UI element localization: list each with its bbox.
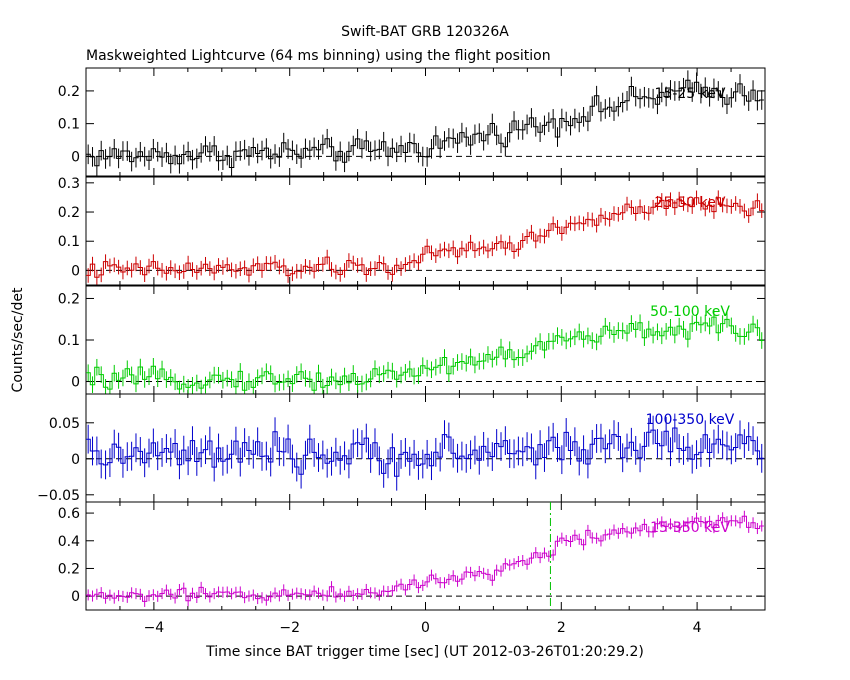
series-line [86, 515, 764, 602]
y-tick-label: 0.3 [58, 176, 80, 192]
panels-group: 0 0.1 0.2 15-25 keV 0 0.1 0.2 0.3 25-50 keV 0 0.1 0… [37, 67, 766, 636]
x-tick-label: 4 [693, 620, 702, 636]
y-tick-label: 0.2 [58, 205, 80, 221]
y-tick-label: 0.1 [58, 333, 80, 349]
panel-frame [85, 285, 766, 395]
y-tick-label: 0 [71, 149, 80, 165]
x-tick-label: 0 [421, 620, 430, 636]
y-tick-label: 0.6 [58, 506, 80, 522]
x-tick-label: 2 [557, 620, 566, 636]
y-tick-label: 0.1 [58, 234, 80, 250]
y-tick-label: 0 [71, 375, 80, 391]
y-tick-label: 0 [71, 263, 80, 279]
series-line [86, 427, 764, 477]
y-tick-label: 0.2 [58, 291, 80, 307]
band-label: 25-50 keV [655, 195, 726, 211]
x-tick-label: −4 [144, 620, 165, 636]
y-tick-label: 0.2 [58, 84, 80, 100]
y-tick-label: 0.1 [58, 117, 80, 133]
series-line [86, 316, 764, 391]
chart-subtitle: Maskweighted Lightcurve (64 ms binning) … [86, 48, 551, 64]
band-label: 15-25 keV [655, 86, 726, 102]
panel-frame [85, 501, 766, 611]
y-axis-label: Counts/sec/det [10, 287, 26, 392]
x-axis-label: Time since BAT trigger time [sec] (UT 20… [205, 644, 644, 660]
y-tick-label: 0 [71, 589, 80, 605]
chart-title: Swift-BAT GRB 120326A [341, 24, 509, 40]
series-line [86, 79, 764, 168]
y-tick-label: 0.4 [58, 534, 80, 550]
band-label: 100-350 keV [646, 412, 735, 428]
band-label: 15-350 keV [650, 520, 730, 536]
series-line [86, 197, 764, 278]
x-tick-label: −2 [279, 620, 300, 636]
y-tick-label: −0.05 [37, 488, 80, 504]
y-tick-label: 0 [71, 452, 80, 468]
band-label: 50-100 keV [650, 304, 730, 320]
y-tick-label: 0.05 [49, 416, 80, 432]
y-tick-label: 0.2 [58, 561, 80, 577]
